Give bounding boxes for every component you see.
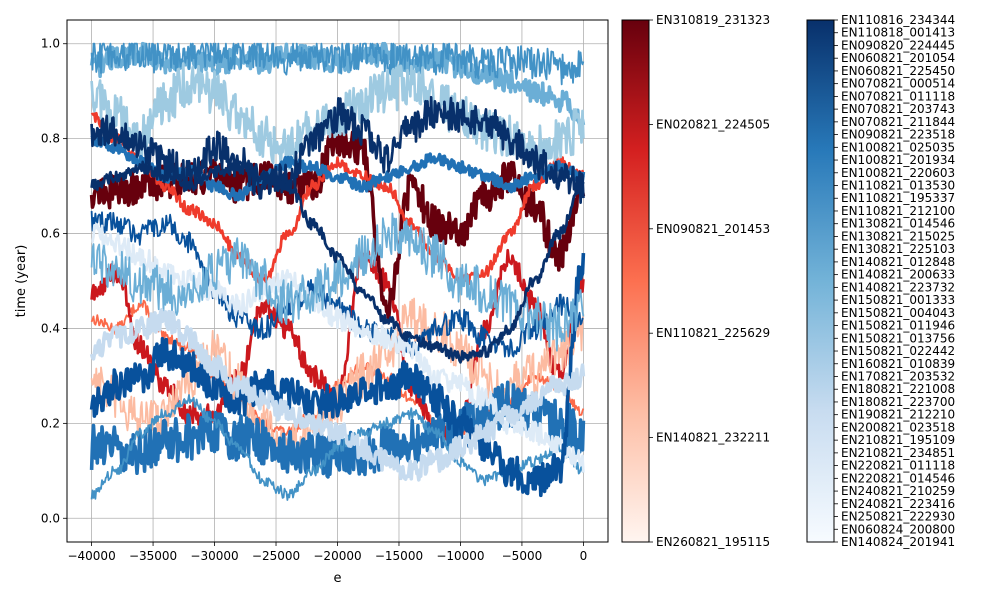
blues-colorbar-gradient — [806, 19, 835, 543]
colorbar-tick-label: EN250821_222930 — [841, 510, 955, 524]
reds-colorbar: EN310819_231323 EN020821_224505 EN090821_2… — [621, 13, 770, 549]
y-tick-label: 1.0 — [41, 37, 60, 51]
colorbar-tick-label: EN110821_212100 — [841, 204, 955, 218]
colorbar-tick-label: EN200821_023518 — [841, 420, 955, 434]
colorbar-tick-label: EN140824_201941 — [841, 535, 955, 549]
colorbar-tick-label: EN180821_221008 — [841, 382, 955, 396]
x-tick-label: −15000 — [375, 549, 423, 563]
x-tick-label: −10000 — [436, 549, 484, 563]
series-line — [89, 253, 586, 498]
colorbar-tick-label: EN130821_014546 — [841, 217, 955, 231]
x-tick-label: −20000 — [313, 549, 361, 563]
colorbar-tick-label: EN140821_223732 — [841, 280, 955, 294]
colorbar-tick-label: EN160821_010839 — [841, 357, 955, 371]
colorbar-tick-label: EN240821_210259 — [841, 484, 955, 498]
colorbar-tick-label: EN100821_220603 — [841, 166, 955, 180]
blues-colorbar: EN110816_234344EN110818_001413EN090820_2… — [806, 13, 955, 549]
colorbar-tick-label: EN110821_195337 — [841, 191, 955, 205]
colorbar-tick-label: EN060821_201054 — [841, 51, 955, 65]
x-tick-label: 0 — [580, 549, 588, 563]
reds-colorbar-gradient — [621, 19, 650, 543]
colorbar-tick-label: EN220821_014546 — [841, 471, 955, 485]
colorbar-tick-label: EN150821_022442 — [841, 344, 955, 358]
series-line — [89, 308, 586, 482]
series-line — [90, 160, 585, 364]
colorbar-tick-label: EN090820_224445 — [841, 38, 955, 52]
colorbar-tick-label: EN190821_212210 — [841, 408, 955, 422]
series-line — [90, 42, 585, 86]
colorbar-tick-label: EN020821_224505 — [656, 117, 770, 131]
colorbar-tick-label: EN090821_201453 — [656, 222, 770, 236]
x-tick-label: −35000 — [129, 549, 177, 563]
series-line — [90, 111, 585, 288]
x-axis-ticks: −40000 −35000 −30000 −25000 −20000 −15000 −100… — [67, 542, 587, 563]
y-axis-ticks: 0.0 0.2 0.4 0.6 0.8 1.0 — [41, 37, 67, 525]
colorbar-tick-label: EN140821_232211 — [656, 431, 770, 445]
colorbar-tick-label: EN170821_203532 — [841, 369, 955, 383]
colorbar-tick-label: EN210821_234851 — [841, 446, 955, 460]
series-line — [90, 212, 585, 352]
colorbar-tick-label: EN140821_012848 — [841, 255, 955, 269]
colorbar-tick-label: EN150821_004043 — [841, 306, 955, 320]
y-tick-label: 0.4 — [41, 321, 60, 335]
colorbar-tick-label: EN070821_011118 — [841, 89, 955, 103]
colorbar-tick-label: EN130821_225103 — [841, 242, 955, 256]
x-tick-label: −25000 — [252, 549, 300, 563]
colorbar-tick-label: EN110821_013530 — [841, 179, 955, 193]
colorbar-tick-label: EN070821_211844 — [841, 115, 955, 129]
x-tick-label: −5000 — [502, 549, 543, 563]
colorbar-tick-label: EN070821_000514 — [841, 77, 955, 91]
colorbar-tick-label: EN310819_231323 — [656, 13, 770, 27]
y-axis-label: time (year) — [14, 245, 29, 318]
y-tick-label: 0.8 — [41, 132, 60, 146]
series-line — [90, 211, 584, 358]
colorbar-tick-label: EN150821_001333 — [841, 293, 955, 307]
blues-colorbar-ticks: EN110816_234344EN110818_001413EN090820_2… — [834, 13, 955, 549]
y-tick-label: 0.0 — [41, 511, 60, 525]
series-line — [90, 95, 585, 204]
colorbar-tick-label: EN240821_223416 — [841, 497, 955, 511]
y-tick-label: 0.2 — [41, 416, 60, 430]
colorbar-tick-label: EN260821_195115 — [656, 535, 770, 549]
colorbar-tick-label: EN150821_013756 — [841, 331, 955, 345]
reds-colorbar-ticks: EN310819_231323 EN020821_224505 EN090821_2… — [649, 13, 770, 549]
x-tick-label: −30000 — [190, 549, 238, 563]
colorbar-tick-label: EN110821_225629 — [656, 326, 770, 340]
colorbar-tick-label: EN070821_203743 — [841, 102, 955, 116]
colorbar-tick-label: EN110816_234344 — [841, 13, 955, 27]
colorbar-tick-label: EN220821_011118 — [841, 459, 955, 473]
colorbar-tick-label: EN140821_200633 — [841, 268, 955, 282]
colorbar-tick-label: EN100821_025035 — [841, 140, 955, 154]
colorbar-tick-label: EN100821_201934 — [841, 153, 955, 167]
colorbar-tick-label: EN180821_223700 — [841, 395, 955, 409]
x-axis-label: e — [334, 571, 342, 586]
colorbar-tick-label: EN090821_223518 — [841, 128, 955, 142]
y-tick-label: 0.6 — [41, 227, 60, 241]
series-lines — [89, 41, 586, 501]
colorbar-tick-label: EN110818_001413 — [841, 26, 955, 40]
colorbar-tick-label: EN210821_195109 — [841, 433, 955, 447]
colorbar-tick-label: EN060821_225450 — [841, 64, 955, 78]
colorbar-tick-label: EN150821_011946 — [841, 319, 955, 333]
colorbar-tick-label: EN060824_200800 — [841, 522, 955, 536]
colorbar-tick-label: EN130821_215025 — [841, 229, 955, 243]
x-tick-label: −40000 — [67, 549, 115, 563]
